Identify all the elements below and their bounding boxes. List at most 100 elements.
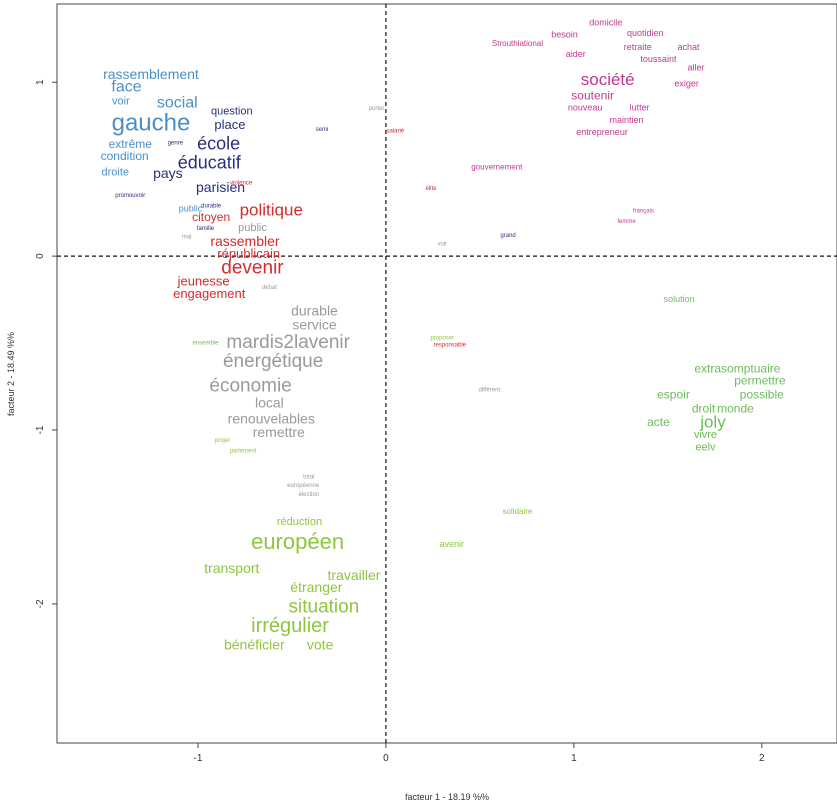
y-tick-label: -1 bbox=[35, 425, 46, 434]
word-label: toussaint bbox=[640, 54, 677, 64]
word-label: éducatif bbox=[178, 153, 242, 173]
word-label: permettre bbox=[734, 373, 786, 387]
word-label: engagement bbox=[173, 286, 246, 301]
word-label: remettre bbox=[253, 424, 305, 440]
word-label: place bbox=[214, 117, 245, 132]
word-label: jeunesse bbox=[177, 274, 230, 289]
word-label: étranger bbox=[290, 579, 342, 595]
word-label: durable bbox=[201, 203, 222, 209]
word-label: nouveau bbox=[568, 103, 603, 113]
word-label: réduction bbox=[277, 516, 322, 528]
word-label: semi bbox=[316, 127, 329, 133]
word-label: renouvelables bbox=[228, 410, 315, 426]
word-label: aller bbox=[688, 63, 705, 73]
word-label: différent bbox=[479, 388, 501, 394]
word-label: solidaire bbox=[503, 507, 533, 516]
word-label: européen bbox=[251, 529, 344, 554]
word-label: transport bbox=[204, 560, 259, 576]
word-label: français bbox=[633, 208, 654, 214]
word-label: rassembler bbox=[210, 233, 280, 249]
word-label: local bbox=[255, 395, 284, 411]
word-label: soutenir bbox=[571, 88, 614, 102]
word-label: femme bbox=[617, 219, 636, 225]
word-label: public bbox=[179, 204, 203, 214]
word-label: avenir bbox=[439, 539, 464, 549]
word-label: social bbox=[157, 94, 198, 111]
word-label: bénéficier bbox=[224, 636, 285, 652]
x-axis-ticks: -1 0 1 2 bbox=[194, 743, 765, 764]
word-label: lutter bbox=[630, 103, 650, 113]
word-label: politique bbox=[240, 200, 303, 219]
word-label: gauche bbox=[112, 109, 191, 136]
word-label: économie bbox=[209, 376, 291, 397]
word-label: total bbox=[303, 475, 314, 481]
word-label: vote bbox=[307, 636, 334, 652]
word-label: possible bbox=[740, 387, 784, 401]
word-label: maintien bbox=[609, 115, 643, 125]
word-label: gouvernement bbox=[471, 163, 523, 172]
word-label: quotidien bbox=[627, 28, 664, 38]
word-label: société bbox=[581, 70, 635, 89]
x-tick-label: 1 bbox=[571, 753, 577, 764]
word-label: extrême bbox=[109, 137, 153, 151]
word-label: républicain bbox=[217, 246, 280, 261]
word-label: exiger bbox=[674, 78, 699, 88]
word-label: école bbox=[197, 134, 240, 154]
word-label: proposer bbox=[430, 335, 454, 341]
y-axis-ticks: 1 0 -1 -2 bbox=[35, 79, 57, 608]
word-label: aider bbox=[566, 49, 586, 59]
word-label: espoir bbox=[657, 387, 690, 401]
word-label: parlement bbox=[230, 448, 257, 454]
x-tick-label: -1 bbox=[194, 753, 203, 764]
word-label: européenne bbox=[287, 483, 320, 489]
word-label: service bbox=[292, 316, 337, 332]
word-label: violence bbox=[230, 181, 253, 187]
word-label: vivre bbox=[694, 429, 717, 441]
word-label: projet bbox=[215, 438, 230, 444]
word-label: retraite bbox=[624, 42, 652, 52]
word-label: ensemble bbox=[192, 341, 219, 347]
word-label: eelv bbox=[695, 441, 716, 453]
word-label: Strouthiational bbox=[492, 39, 543, 48]
word-label: mal bbox=[182, 235, 192, 241]
x-tick-label: 0 bbox=[383, 753, 389, 764]
y-tick-label: -2 bbox=[35, 599, 46, 608]
word-label: question bbox=[211, 106, 253, 118]
x-tick-label: 2 bbox=[759, 753, 765, 764]
word-label: grand bbox=[500, 233, 515, 239]
word-label: parisien bbox=[196, 179, 245, 195]
word-label: public bbox=[238, 222, 267, 234]
word-label: famille bbox=[197, 226, 215, 232]
word-label: salarié bbox=[386, 129, 404, 135]
word-label: extrasomptuaire bbox=[694, 361, 780, 375]
word-label: promouvoir bbox=[115, 193, 145, 199]
word-label: pays bbox=[153, 165, 183, 181]
word-label: rassemblement bbox=[103, 66, 199, 82]
word-label: droite bbox=[101, 167, 129, 179]
word-label: devenir bbox=[221, 257, 284, 278]
word-label: mardis2lavenir bbox=[226, 332, 350, 353]
y-tick-label: 1 bbox=[35, 79, 46, 85]
word-label: droit bbox=[692, 401, 716, 415]
word-label: porter bbox=[369, 106, 385, 112]
plot-frame bbox=[56, 3, 837, 744]
word-label: joly bbox=[699, 413, 726, 432]
word-label: citoyen bbox=[192, 210, 230, 224]
word-label: acte bbox=[647, 415, 670, 429]
word-label: voir bbox=[112, 95, 130, 107]
word-label: monde bbox=[717, 401, 754, 415]
word-label: énergétique bbox=[223, 351, 323, 372]
word-label: voir bbox=[437, 242, 447, 248]
word-label: débat bbox=[262, 285, 277, 291]
word-label: responsable bbox=[433, 342, 466, 348]
word-label: condition bbox=[101, 149, 149, 163]
word-label: solution bbox=[664, 294, 695, 304]
word-label: travailler bbox=[328, 567, 381, 583]
word-label: achat bbox=[678, 42, 701, 52]
word-label: irrégulier bbox=[251, 615, 329, 637]
y-tick-label: 0 bbox=[35, 253, 46, 259]
word-label: durable bbox=[291, 302, 338, 318]
word-label: face bbox=[111, 79, 141, 96]
